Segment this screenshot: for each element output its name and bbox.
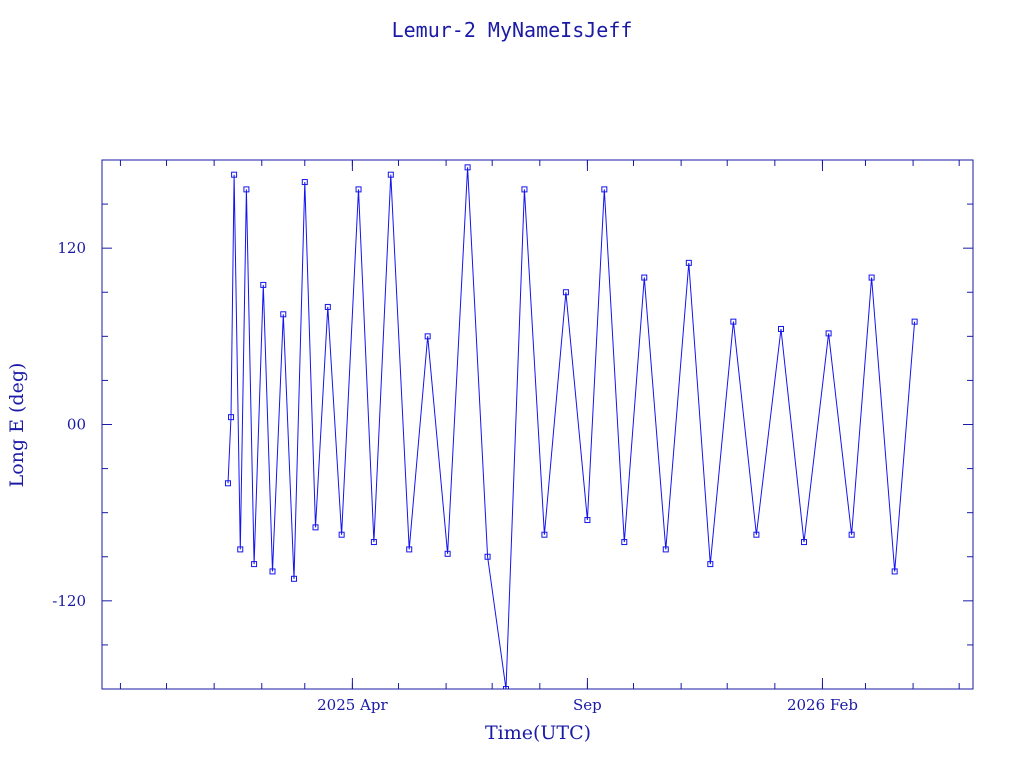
data-point — [228, 414, 235, 421]
data-point — [464, 164, 471, 171]
data-point — [848, 531, 855, 538]
x-tick-label: 2025 Apr — [317, 696, 388, 714]
data-point — [584, 517, 591, 524]
plot-frame — [101, 159, 974, 690]
data-point — [891, 568, 898, 575]
chart-title: Lemur-2 MyNameIsJeff — [392, 18, 633, 42]
data-point — [601, 186, 608, 193]
data-point — [484, 553, 491, 560]
data-point — [370, 539, 377, 546]
data-point — [260, 281, 267, 288]
data-point — [243, 186, 250, 193]
data-point — [777, 325, 784, 332]
data-point — [280, 311, 287, 318]
data-point — [237, 546, 244, 553]
data-point — [641, 274, 648, 281]
data-point — [291, 575, 298, 582]
data-point — [224, 480, 231, 487]
data-point — [424, 333, 431, 340]
x-tick-label: 2026 Feb — [787, 696, 858, 714]
data-point — [621, 539, 628, 546]
data-point — [662, 546, 669, 553]
data-point — [730, 318, 737, 325]
y-tick-label: 120 — [57, 239, 86, 257]
data-point — [301, 179, 308, 186]
y-tick-label: -120 — [52, 592, 86, 610]
y-tick-label: 00 — [67, 416, 86, 434]
series-line — [227, 167, 916, 689]
data-point — [269, 568, 276, 575]
data-point — [355, 186, 362, 193]
data-point — [868, 274, 875, 281]
data-point — [825, 330, 832, 337]
data-point — [387, 171, 394, 178]
data-point — [503, 686, 510, 689]
data-point — [707, 561, 714, 568]
data-point — [406, 546, 413, 553]
x-axis-label: Time(UTC) — [485, 722, 591, 744]
data-point — [521, 186, 528, 193]
data-point — [911, 318, 918, 325]
data-layer — [224, 164, 918, 689]
y-axis-label: Long E (deg) — [6, 363, 28, 488]
x-tick-label: Sep — [573, 696, 602, 714]
data-point — [324, 303, 331, 310]
ticks-layer: 120 00 -120 2025 Apr Sep 2026 Feb — [52, 159, 973, 714]
data-point — [685, 259, 692, 266]
data-point — [338, 531, 345, 538]
data-point — [444, 550, 451, 557]
data-point — [312, 524, 319, 531]
data-point — [801, 539, 808, 546]
data-point — [753, 531, 760, 538]
data-point — [251, 561, 258, 568]
data-point — [562, 289, 569, 296]
data-point — [231, 171, 238, 178]
data-point — [541, 531, 548, 538]
